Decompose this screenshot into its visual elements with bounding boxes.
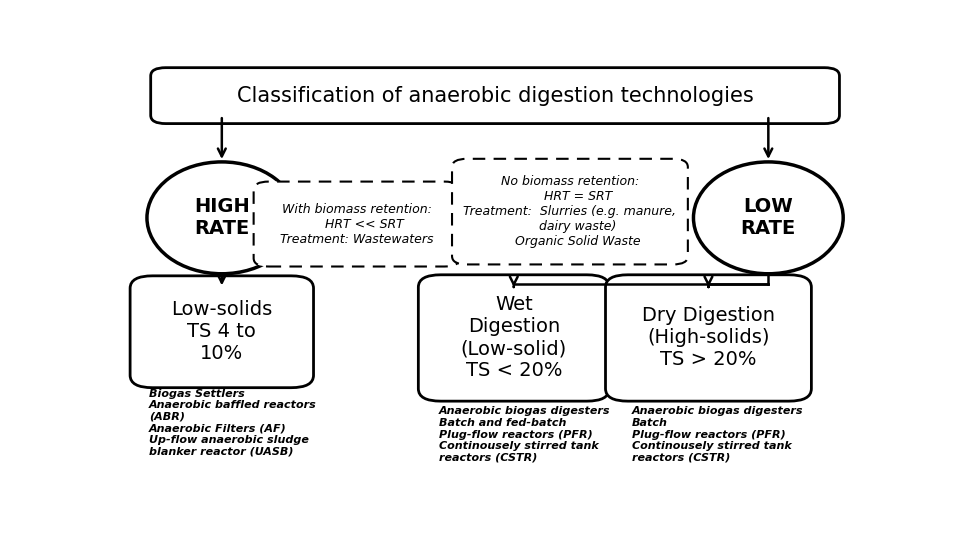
Text: No biomass retention:
    HRT = SRT
Treatment:  Slurries (e.g. manure,
    dairy: No biomass retention: HRT = SRT Treatmen… — [464, 175, 676, 248]
Text: Dry Digestion
(High-solids)
TS > 20%: Dry Digestion (High-solids) TS > 20% — [642, 307, 775, 370]
Text: HIGH
RATE: HIGH RATE — [194, 197, 249, 238]
Ellipse shape — [694, 162, 843, 274]
FancyBboxPatch shape — [452, 159, 688, 265]
Text: With biomass retention:
    HRT << SRT
Treatment: Wastewaters: With biomass retention: HRT << SRT Treat… — [280, 202, 434, 245]
FancyBboxPatch shape — [606, 275, 811, 401]
Text: LOW
RATE: LOW RATE — [741, 197, 796, 238]
FancyBboxPatch shape — [418, 275, 610, 401]
FancyBboxPatch shape — [254, 182, 460, 266]
Ellipse shape — [147, 162, 297, 274]
Text: Anaerobic biogas digesters
Batch and fed-batch
Plug-flow reactors (PFR)
Continou: Anaerobic biogas digesters Batch and fed… — [439, 406, 611, 463]
Text: Anaerobic biogas digesters
Batch
Plug-flow reactors (PFR)
Continousely stirred t: Anaerobic biogas digesters Batch Plug-fl… — [632, 406, 804, 463]
FancyBboxPatch shape — [130, 276, 314, 388]
Text: Wet
Digestion
(Low-solid)
TS < 20%: Wet Digestion (Low-solid) TS < 20% — [461, 295, 567, 380]
FancyBboxPatch shape — [151, 68, 839, 124]
Text: Classification of anaerobic digestion technologies: Classification of anaerobic digestion te… — [237, 86, 753, 105]
Text: Low-solids
TS 4 to
10%: Low-solids TS 4 to 10% — [171, 300, 272, 363]
Text: Biogas Settlers
Anaerobic baffled reactors
(ABR)
Anaerobic Filters (AF)
Up-flow : Biogas Settlers Anaerobic baffled reacto… — [149, 388, 317, 457]
